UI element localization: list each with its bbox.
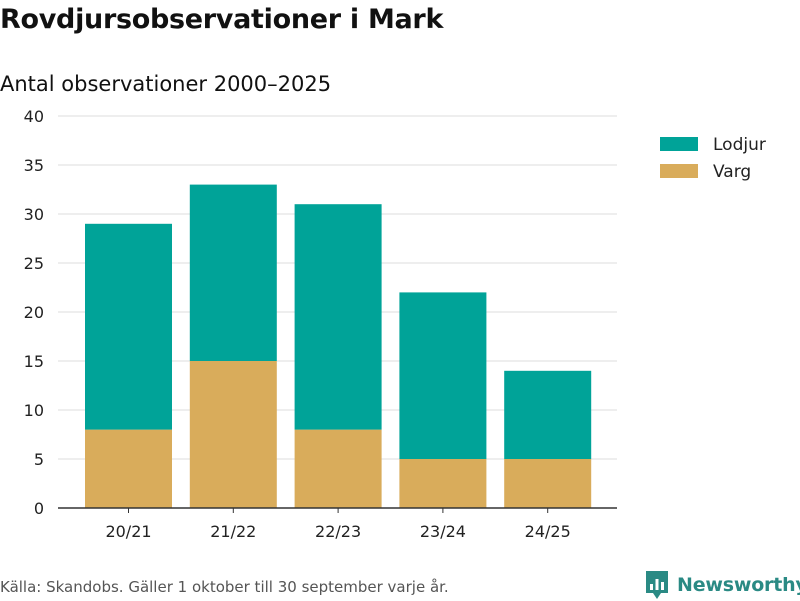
y-tick-label: 25 [24, 254, 44, 273]
bar-lodjur [399, 292, 487, 459]
x-tick-label: 23/24 [420, 522, 466, 541]
source-note: Källa: Skandobs. Gäller 1 oktober till 3… [0, 578, 449, 596]
bar-lodjur [189, 184, 277, 361]
x-tick-label: 21/22 [210, 522, 256, 541]
bar-lodjur [504, 370, 592, 459]
y-tick-label: 35 [24, 156, 44, 175]
y-tick-label: 30 [24, 205, 44, 224]
bar-varg [189, 361, 277, 508]
x-tick-label: 20/21 [105, 522, 151, 541]
y-tick-label: 5 [34, 450, 44, 469]
chart-subtitle: Antal observationer 2000–2025 [0, 72, 332, 96]
bar-lodjur [294, 204, 382, 430]
legend-label-lodjur: Lodjur [713, 135, 766, 155]
y-tick-label: 40 [24, 107, 44, 126]
y-tick-label: 15 [24, 352, 44, 371]
brand-name: Newsworthy [677, 574, 800, 596]
bar-varg [85, 429, 172, 508]
bar-lodjur [85, 223, 172, 430]
newsworthy-logo-icon [646, 571, 668, 599]
legend-swatch-varg [660, 164, 698, 178]
y-tick-label: 20 [24, 303, 44, 322]
y-tick-label: 10 [24, 401, 44, 420]
legend-swatch-lodjur [660, 137, 698, 151]
x-tick-label: 24/25 [525, 522, 571, 541]
legend-label-varg: Varg [713, 162, 751, 182]
bar-varg [504, 459, 592, 508]
chart-title: Rovdjursobservationer i Mark [0, 4, 444, 35]
brand-logo: Newsworthy [644, 569, 800, 601]
y-tick-label: 0 [34, 499, 44, 518]
bar-varg [294, 429, 382, 508]
x-tick-label: 22/23 [315, 522, 361, 541]
bar-varg [399, 459, 487, 508]
